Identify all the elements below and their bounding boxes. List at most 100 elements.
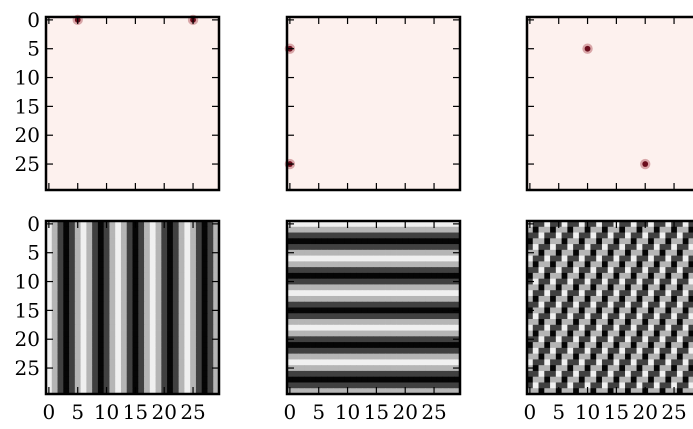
heatmap-cell xyxy=(436,336,444,343)
heatmap-cell xyxy=(338,226,346,233)
heatmap-cell xyxy=(97,238,105,245)
heatmap-cell xyxy=(436,353,444,360)
heatmap-cell xyxy=(315,313,322,320)
heatmap-cell xyxy=(310,330,317,337)
heatmap-cell xyxy=(642,232,649,239)
heatmap-cell xyxy=(544,301,551,308)
heatmap-cell xyxy=(97,290,105,297)
heatmap-cell xyxy=(688,301,693,308)
heatmap-cell xyxy=(454,388,461,395)
heatmap-cell xyxy=(619,336,626,343)
heatmap-cell xyxy=(601,238,609,245)
heatmap-cell xyxy=(103,347,110,355)
heatmap-cell xyxy=(544,238,551,245)
heatmap-cell xyxy=(155,313,162,320)
heatmap-cell xyxy=(454,301,461,308)
heatmap-cell xyxy=(544,221,551,228)
heatmap-cell xyxy=(413,376,421,383)
heatmap-cell xyxy=(619,295,626,303)
heatmap-cell xyxy=(573,272,580,280)
heatmap-cell xyxy=(304,238,311,245)
heatmap-cell xyxy=(425,388,432,395)
heatmap-cell xyxy=(567,347,574,355)
heatmap-cell xyxy=(115,342,122,349)
heatmap-cell xyxy=(573,244,580,251)
heatmap-cell xyxy=(607,232,614,239)
heatmap-cell xyxy=(167,238,174,245)
heatmap-cell xyxy=(184,278,191,285)
heatmap-cell xyxy=(126,278,133,285)
heatmap-cell xyxy=(379,226,386,233)
heatmap-cell xyxy=(109,221,116,228)
heatmap-cell xyxy=(527,301,534,308)
heatmap-cell xyxy=(396,272,403,280)
heatmap-cell xyxy=(46,313,53,320)
heatmap-cell xyxy=(350,347,357,355)
heatmap-cell xyxy=(132,370,139,378)
heatmap-cell xyxy=(132,267,139,274)
heatmap-cell xyxy=(436,370,444,378)
heatmap-cell xyxy=(361,347,369,355)
heatmap-cell xyxy=(126,232,133,239)
heatmap-cell xyxy=(367,359,374,366)
heatmap-cell xyxy=(373,238,380,245)
heatmap-cell xyxy=(676,347,684,355)
heatmap-cell xyxy=(448,365,455,372)
heatmap-cell xyxy=(350,382,357,389)
heatmap-cell xyxy=(92,359,99,366)
heatmap-cell xyxy=(190,382,197,389)
heatmap-cell xyxy=(642,255,649,262)
heatmap-cell xyxy=(584,267,591,274)
heatmap-cell xyxy=(385,324,392,331)
heatmap-cell xyxy=(648,255,655,262)
heatmap-cell xyxy=(126,376,133,383)
heatmap-cell xyxy=(144,232,151,239)
heatmap-cell xyxy=(327,267,334,274)
x-tick-label: 20 xyxy=(632,400,657,424)
heatmap-cell xyxy=(454,255,461,262)
heatmap-cell xyxy=(356,278,363,285)
heatmap-cell xyxy=(676,342,684,349)
heatmap-cell xyxy=(544,267,551,274)
heatmap-cell xyxy=(298,267,305,274)
heatmap-cell xyxy=(344,249,351,256)
heatmap-cell xyxy=(642,353,649,360)
heatmap-cell xyxy=(619,330,626,337)
heatmap-cell xyxy=(555,238,562,245)
heatmap-cell xyxy=(390,330,397,337)
heatmap-cell xyxy=(630,290,637,297)
heatmap-cell xyxy=(665,365,672,372)
heatmap-cell xyxy=(419,342,426,349)
heatmap-cell xyxy=(69,244,76,251)
heatmap-cell xyxy=(80,365,87,372)
heatmap-cell xyxy=(304,359,311,366)
heatmap-cell xyxy=(213,295,220,303)
heatmap-cell xyxy=(350,232,357,239)
heatmap-cell xyxy=(63,238,70,245)
heatmap-cell xyxy=(80,255,87,262)
heatmap-cell xyxy=(190,267,197,274)
heatmap-cell xyxy=(184,267,191,274)
heatmap-cell xyxy=(201,244,208,251)
heatmap-cell xyxy=(287,342,294,349)
heatmap-cell xyxy=(190,272,197,280)
heatmap-cell xyxy=(361,290,369,297)
heatmap-cell xyxy=(115,313,122,320)
heatmap-cell xyxy=(315,336,322,343)
heatmap-cell xyxy=(138,376,145,383)
heatmap-cell xyxy=(109,267,116,274)
heatmap-cell xyxy=(642,249,649,256)
heatmap-cell xyxy=(688,307,693,314)
heatmap-cell xyxy=(161,244,168,251)
heatmap-cell xyxy=(532,342,539,349)
heatmap-cell xyxy=(385,319,392,326)
heatmap-cell xyxy=(601,295,609,303)
heatmap-cell xyxy=(167,307,174,314)
heatmap-cell xyxy=(350,307,357,314)
heatmap-cell xyxy=(361,376,369,383)
heatmap-cell xyxy=(385,342,392,349)
heatmap-cell xyxy=(172,347,180,355)
heatmap-cell xyxy=(544,249,551,256)
heatmap-cell xyxy=(584,324,591,331)
heatmap-cell xyxy=(315,365,322,372)
